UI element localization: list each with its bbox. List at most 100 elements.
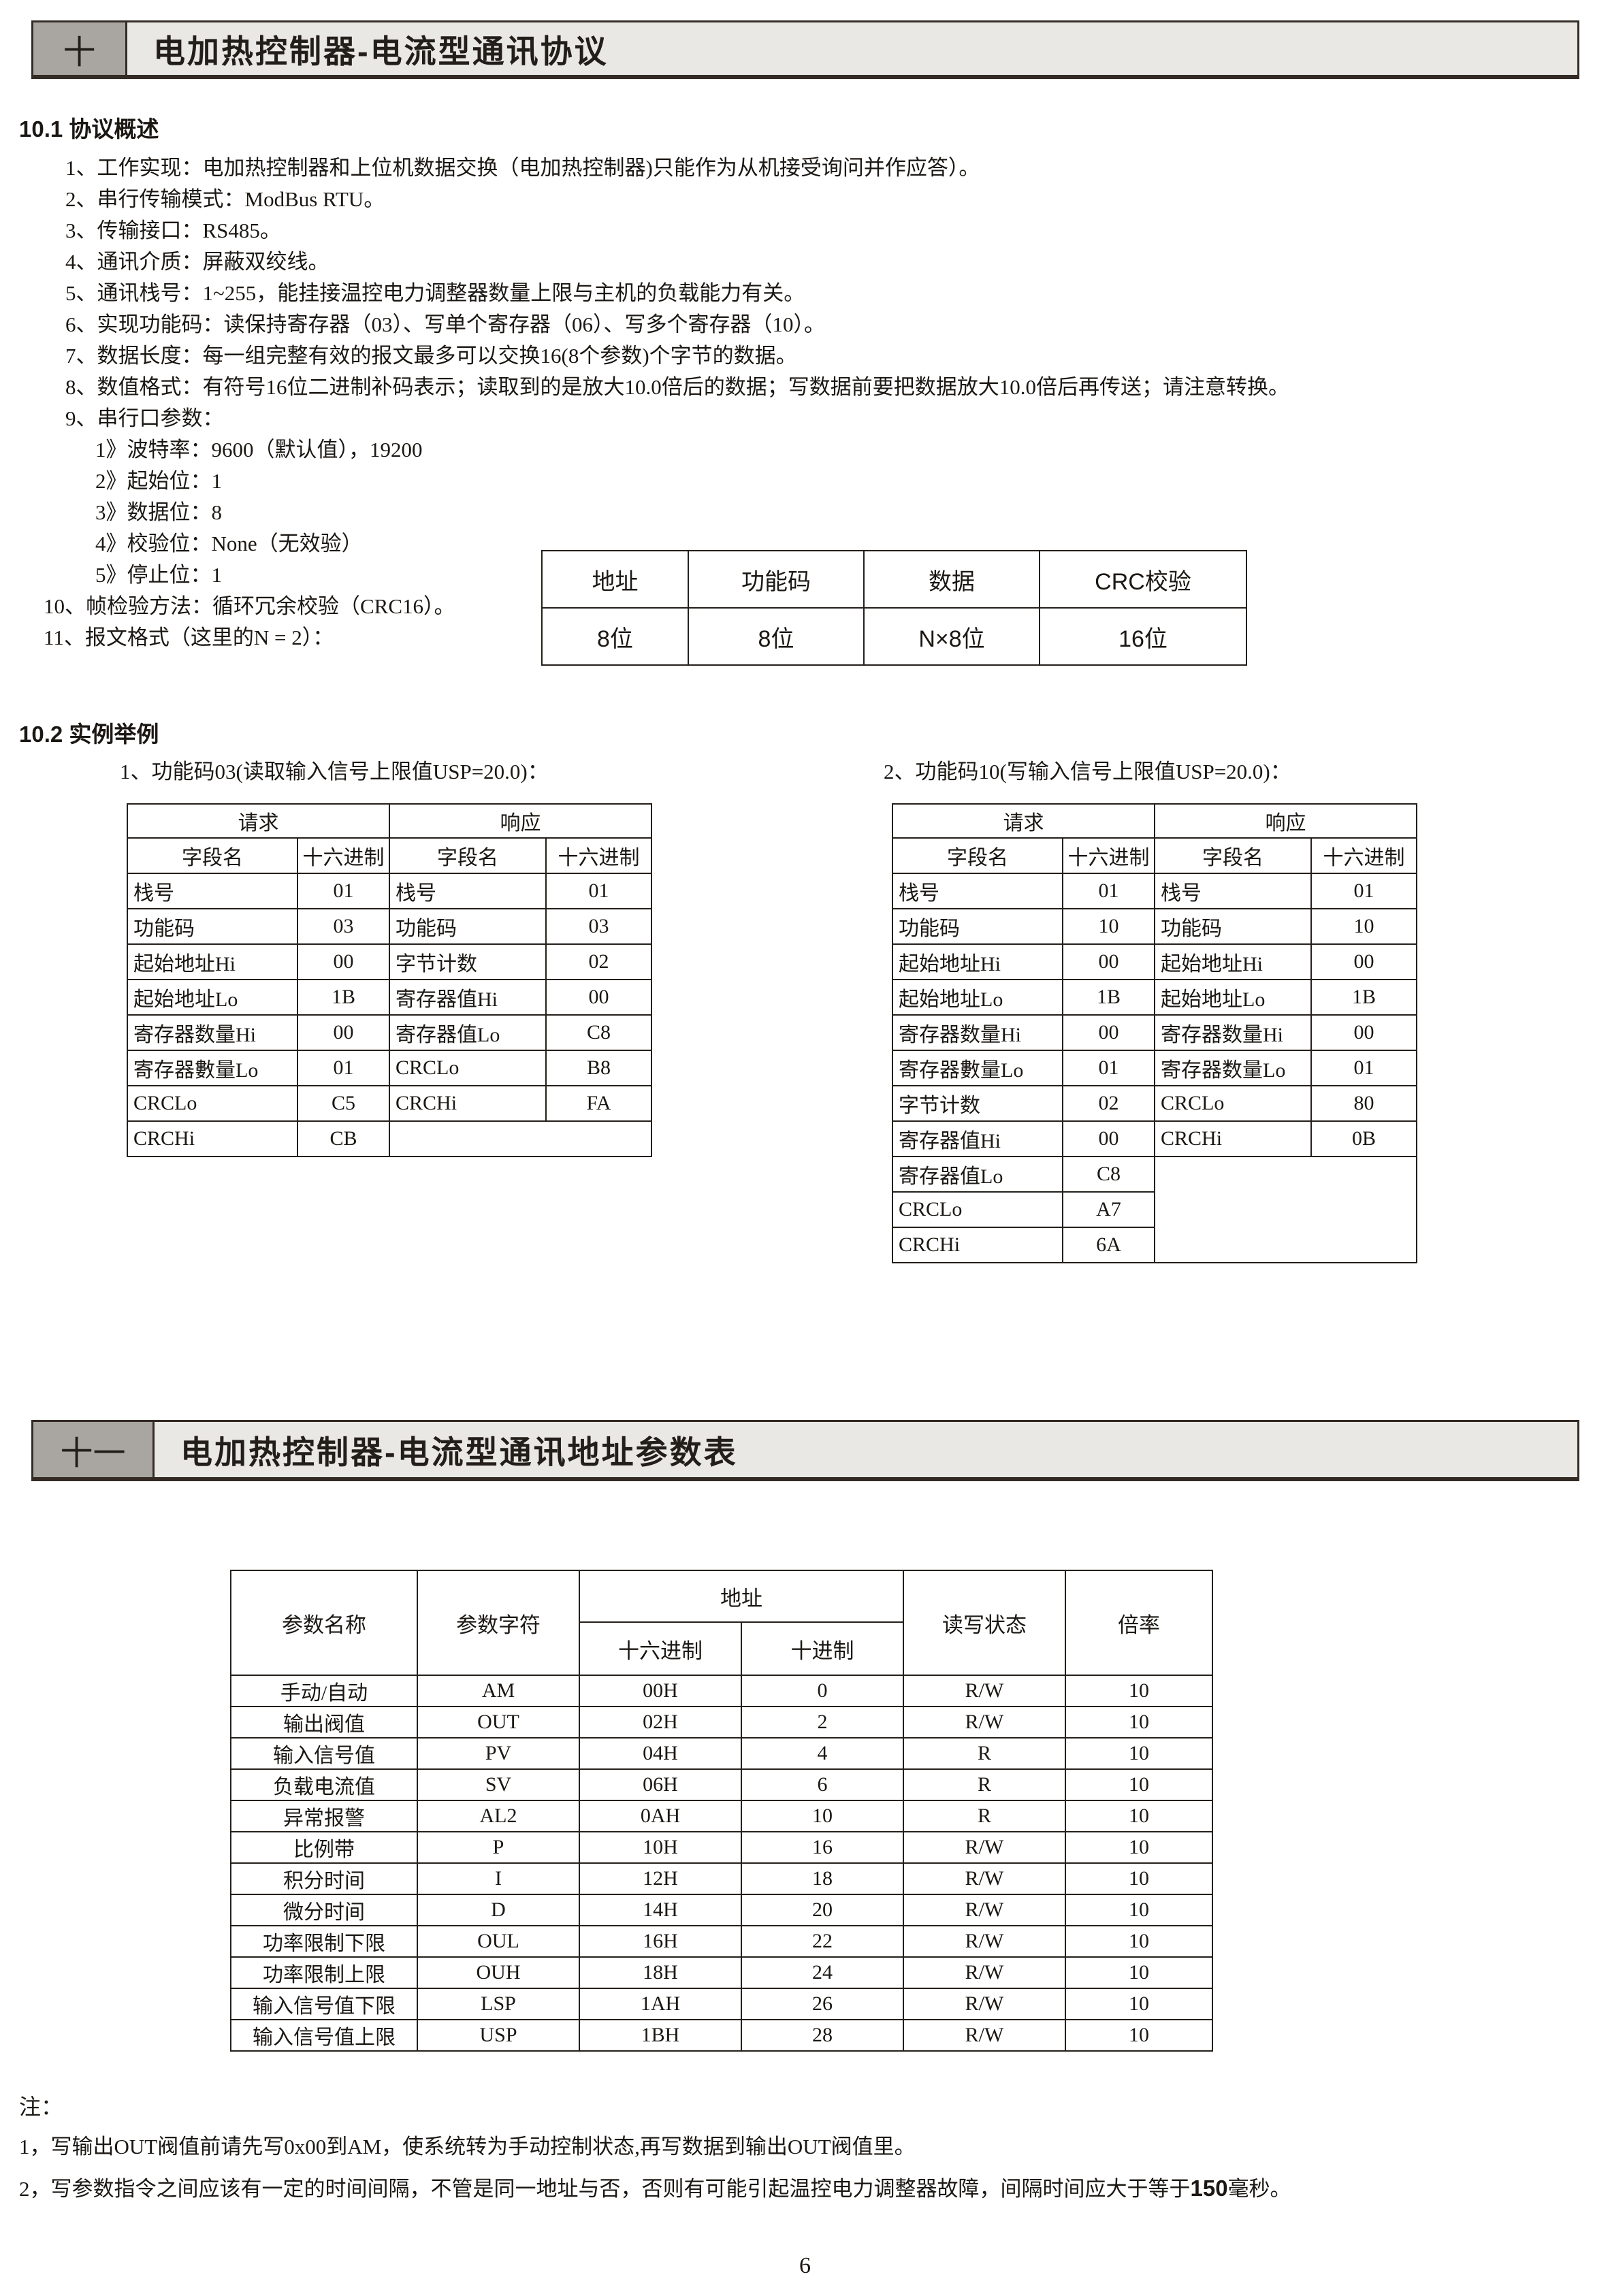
param-header-row-2: 十六进制 十进制 [231,1621,1212,1676]
param-name-cell: 输入信号值上限 [230,2019,418,2052]
field-name-cell: 栈号 [892,873,1063,909]
protocol-item: 2、串行传输模式：ModBus RTU。 [65,187,385,211]
param-row: 功率限制上限 OUH 18H 24 R/W 10 [230,1956,1213,1989]
field-name-cell: 功能码 [127,908,298,945]
response-header: 响应 [389,803,652,839]
example-row: CRCLo A7 [892,1191,1417,1228]
section-11-header-bar: 十一 电加热控制器-电流型通讯地址参数表 [31,1420,1579,1481]
example-row: 功能码 03 功能码 03 [127,908,652,945]
hex-address-cell: 10H [579,1831,742,1864]
hex-value-cell: 00 [297,943,390,980]
hex-value-cell: 00 [545,979,652,1016]
protocol-item: 1、工作实现：电加热控制器和上位机数据交换（电加热控制器)只能作为从机接受询问并… [65,156,980,180]
param-table-body: 手动/自动 AM 00H 0 R/W 10 输出阀值 OUT 02H 2 R/W 10 输入信号值 PV 0… [230,1675,1213,2052]
param-row: 功率限制下限 OUL 16H 22 R/W 10 [230,1925,1213,1958]
rw-status-cell: R/W [903,1831,1066,1864]
param-header-row-1: 参数名称 参数字符 地址 读写状态 倍率 [230,1570,1213,1676]
hex-value-cell: 00 [1062,943,1155,980]
param-symbol-cell: D [417,1894,580,1926]
page-number: 6 [799,2253,811,2278]
hex-value-cell: 00 [1310,1014,1417,1051]
empty-cell [389,1120,652,1157]
ratio-cell: 10 [1065,1706,1213,1739]
field-name-cell: 起始地址Lo [1154,979,1312,1016]
param-row: 输入信号值上限 USP 1BH 28 R/W 10 [230,2019,1213,2052]
hex-value-cell: 00 [1310,943,1417,980]
rw-status-cell: R/W [903,1925,1066,1958]
dec-address-cell: 6 [741,1768,904,1801]
frame-header-cell: 地址 [541,550,689,609]
field-name-header: 字段名 [892,837,1063,874]
param-name-cell: 输出阀值 [230,1706,418,1739]
hex-value-cell: 10 [1310,908,1417,945]
example-row: 起始地址Lo 1B 起始地址Lo 1B [892,979,1417,1016]
hex-address-cell: 00H [579,1675,742,1707]
example-column-header-row: 字段名 十六进制 字段名 十六进制 [892,837,1417,874]
example-row: 寄存器值Hi 00 CRCHi 0B [892,1120,1417,1157]
param-symbol-cell: P [417,1831,580,1864]
example-row: 寄存器數量Lo 01 寄存器数量Lo 01 [892,1050,1417,1086]
field-name-cell: 栈号 [127,873,298,909]
field-name-cell: 寄存器值Hi [892,1120,1063,1157]
hex-value-cell: 02 [1062,1085,1155,1122]
param-name-cell: 功率限制下限 [230,1925,418,1958]
field-name-header: 字段名 [127,837,298,874]
protocol-item: 11、报文格式（这里的N = 2）： [44,626,334,649]
param-row: 积分时间 I 12H 18 R/W 10 [230,1862,1213,1895]
param-symbol-cell: AM [417,1675,580,1707]
dec-address-cell: 26 [741,1988,904,2020]
hex-value-cell: 6A [1062,1227,1155,1263]
param-name-cell: 积分时间 [230,1862,418,1895]
hex-address-cell: 1BH [579,2019,742,2052]
example-row: 寄存器值Lo C8 [892,1156,1417,1263]
hex-header: 十六进制 [1062,837,1155,874]
frame-value-cell: N×8位 [863,607,1040,666]
rw-status-cell: R/W [903,1956,1066,1989]
param-row: 输入信号值下限 LSP 1AH 26 R/W 10 [230,1988,1213,2020]
example-table-write-10: 请求 响应 字段名 十六进制 字段名 十六进制 栈号 01 栈号 01 功能码 10 功能码… [892,803,1417,1263]
param-name-cell: 负载电流值 [230,1768,418,1801]
example-row: 寄存器數量Lo 01 CRCLo B8 [127,1050,652,1086]
field-name-cell: 栈号 [389,873,547,909]
frame-value-cell: 16位 [1039,607,1247,666]
section-11-title: 电加热控制器-电流型通讯地址参数表 [180,1434,738,1470]
rw-status-cell: R [903,1737,1066,1770]
param-symbol-cell: OUL [417,1925,580,1958]
hex-address-cell: 16H [579,1925,742,1958]
param-row: 负载电流值 SV 06H 6 R 10 [230,1768,1213,1801]
example-2-caption: 2、功能码10(写输入信号上限值USP=20.0)： [884,760,1291,783]
hex-value-cell: 00 [1062,1014,1155,1051]
dec-address-cell: 0 [741,1675,904,1707]
example-row: 寄存器数量Hi 00 寄存器数量Hi 00 [892,1014,1417,1051]
heading-10-2: 10.2 实例举例 [19,722,159,747]
param-symbol-cell: OUT [417,1706,580,1739]
hex-value-cell: A7 [1062,1191,1155,1228]
example-group-header-row: 请求 响应 [127,803,652,839]
note-2-emphasis: 150 [1190,2176,1228,2201]
field-name-cell: CRCLo [1154,1085,1312,1122]
frame-value-cell: 8位 [541,607,689,666]
hex-address-cell: 04H [579,1737,742,1770]
frame-header-cell: CRC校验 [1039,550,1247,609]
protocol-item: 3、传输接口：RS485。 [65,219,281,242]
request-header: 请求 [892,803,1155,839]
dec-address-cell: 18 [741,1862,904,1895]
param-name-header: 参数名称 [230,1570,418,1676]
field-name-cell: CRCHi [1154,1120,1312,1157]
hex-address-cell: 06H [579,1768,742,1801]
protocol-item: 7、数据长度：每一组完整有效的报文最多可以交换16(8个参数)个字节的数据。 [65,344,797,368]
hex-value-cell: 01 [545,873,652,909]
hex-address-cell: 0AH [579,1800,742,1832]
hex-value-cell: 01 [1310,1050,1417,1086]
rw-status-cell: R/W [903,1894,1066,1926]
hex-value-cell: 10 [1062,908,1155,945]
example-2-body: 栈号 01 栈号 01 功能码 10 功能码 10 起始地址Hi 00 起始地址Hi 00 起始地址Lo… [892,873,1417,1263]
param-row: 微分时间 D 14H 20 R/W 10 [230,1894,1213,1926]
ratio-cell: 10 [1065,1768,1213,1801]
param-name-cell: 微分时间 [230,1894,418,1926]
hex-value-cell: C5 [297,1085,390,1122]
protocol-subitem: 3》数据位：8 [95,500,222,524]
section-11-badge: 十一 [33,1422,155,1477]
ratio-cell: 10 [1065,1956,1213,1989]
example-row: 起始地址Hi 00 起始地址Hi 00 [892,943,1417,980]
